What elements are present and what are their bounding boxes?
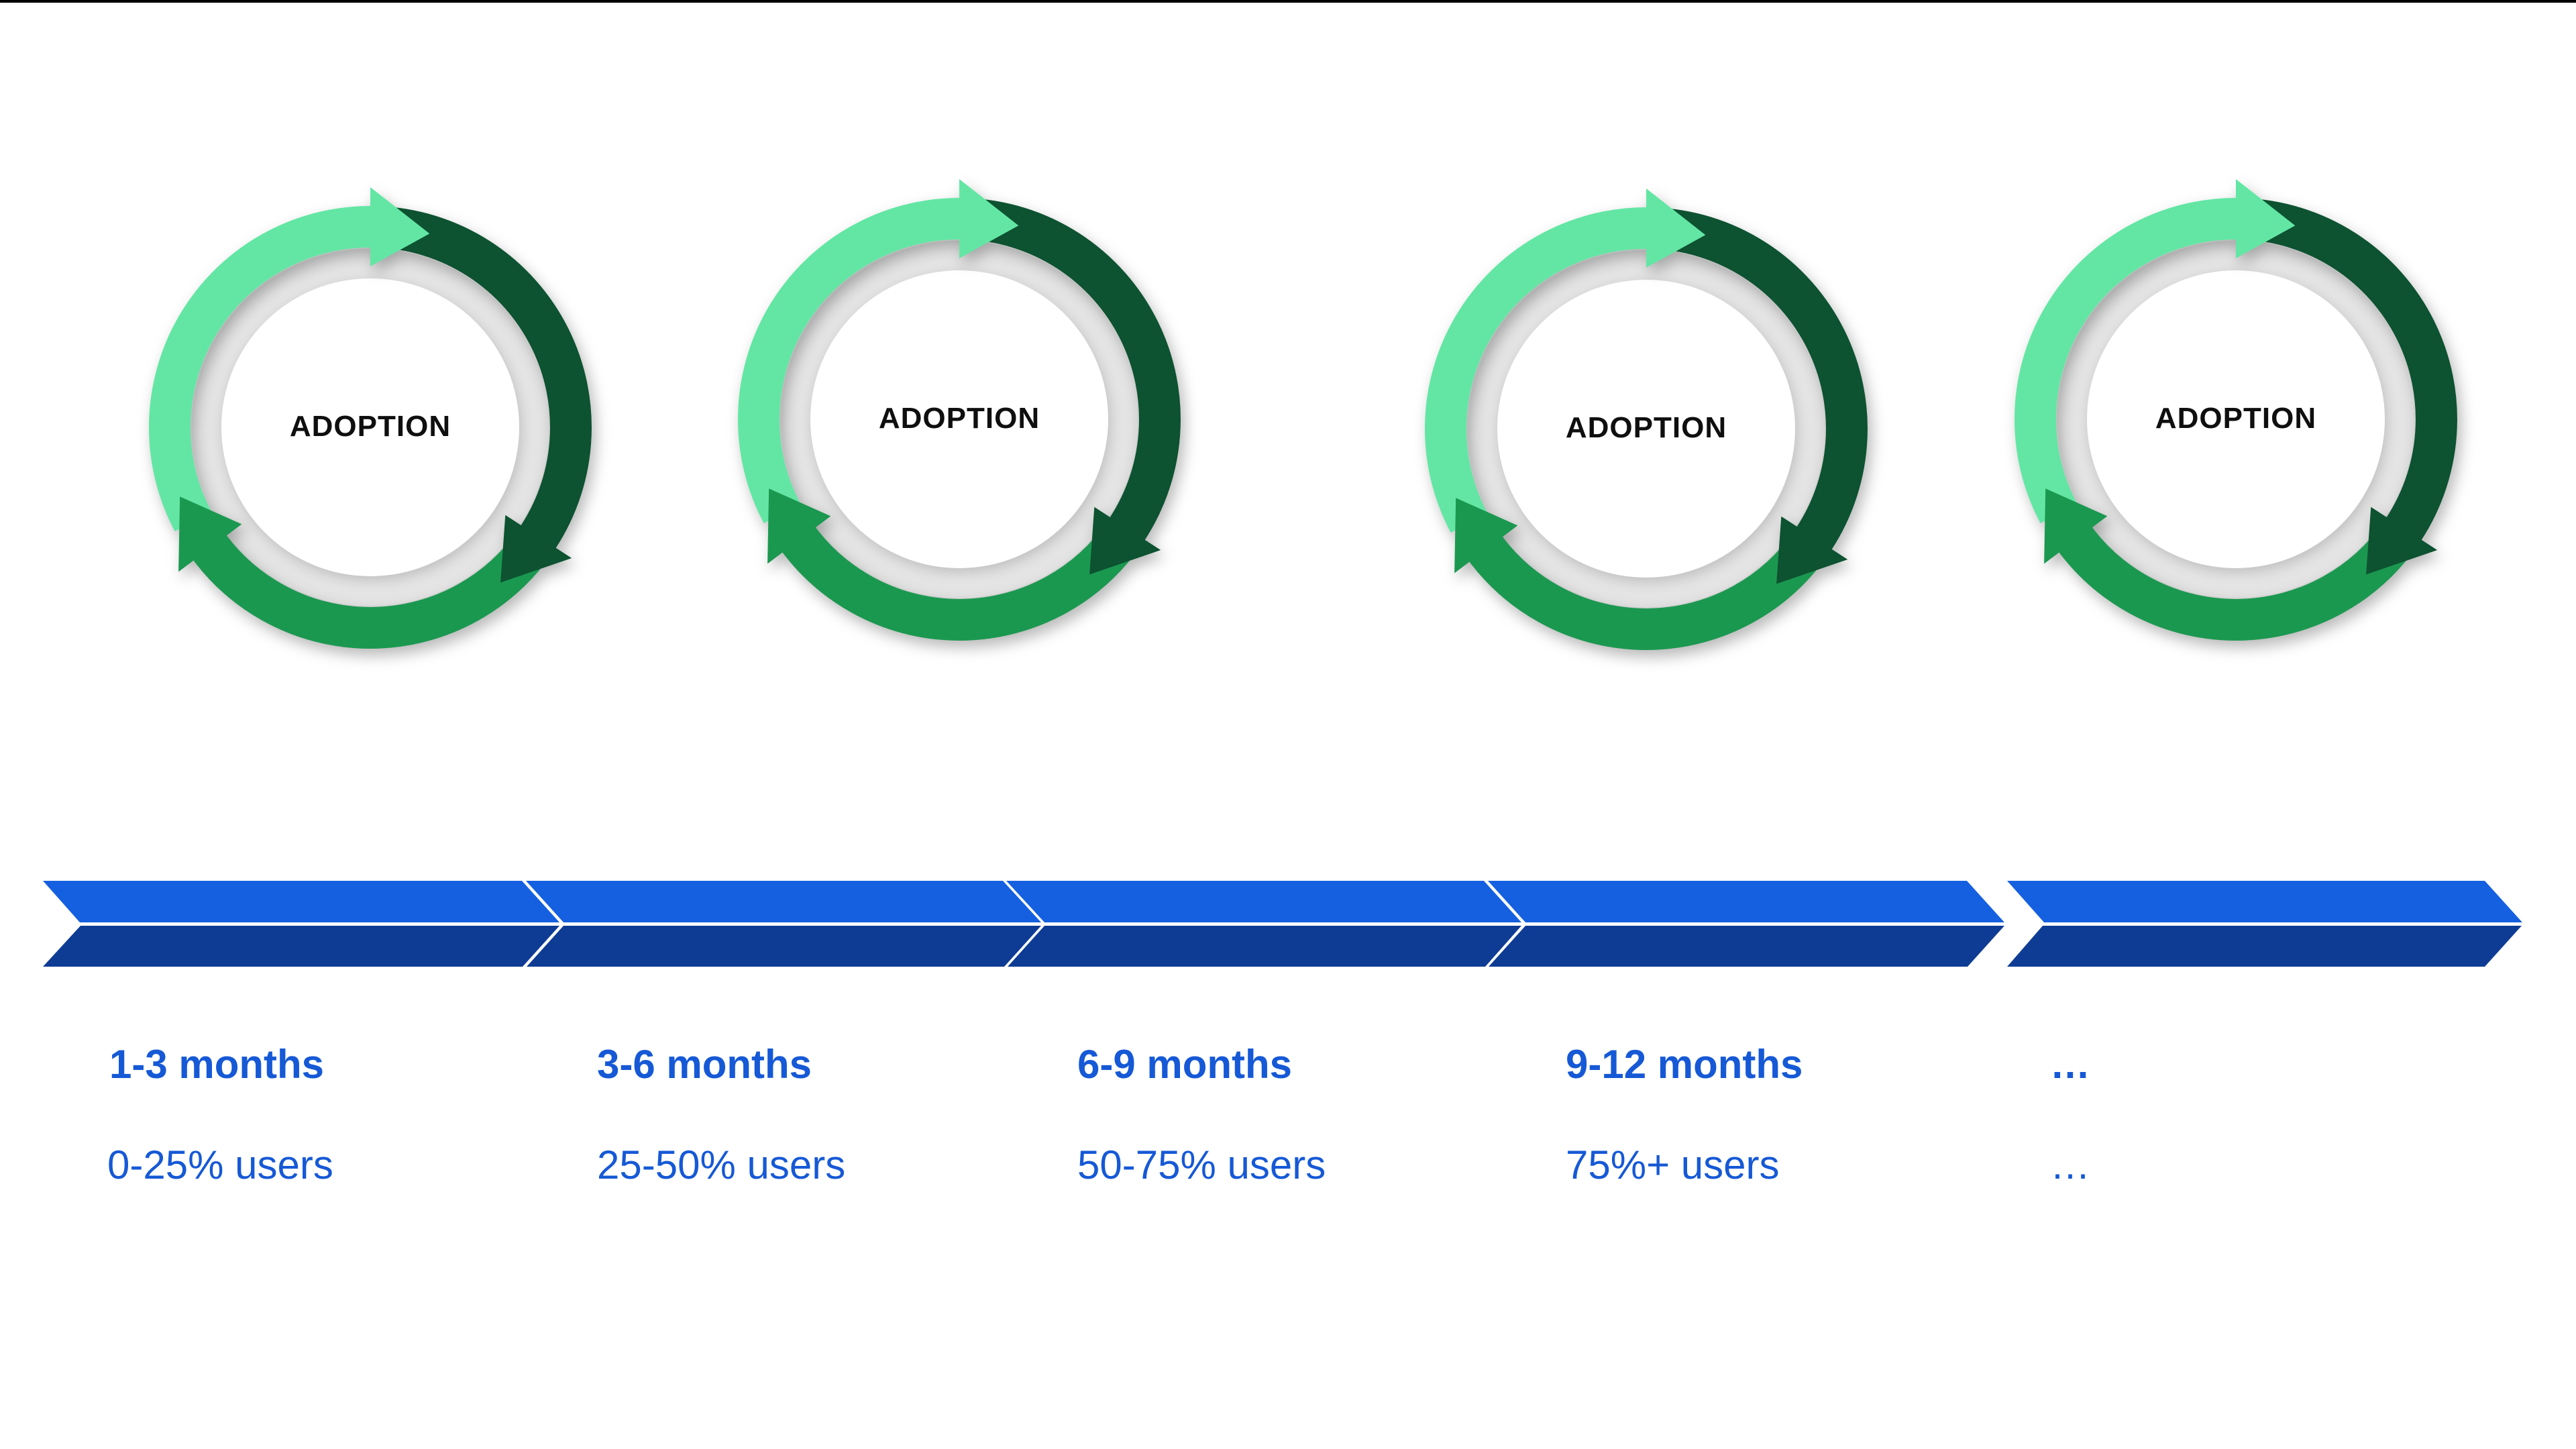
cycle-arc-dark xyxy=(2242,198,2457,547)
timeline-segment-5-top xyxy=(2007,881,2522,922)
timeline-users-4: 75%+ users xyxy=(1566,1142,1780,1187)
arrowhead-medium-icon xyxy=(178,496,242,572)
cycle-white-center xyxy=(221,278,519,576)
cycle-arc-dark xyxy=(965,198,1181,547)
cycle-label: ADOPTION xyxy=(2155,402,2317,435)
timeline-bar xyxy=(43,881,2522,967)
cycle-arrows-icon xyxy=(2015,179,2457,641)
cycle-arc-group xyxy=(149,187,592,649)
timeline-users-3: 50-75% users xyxy=(1077,1142,1326,1187)
cycle-arc-group xyxy=(738,179,1181,641)
timeline-segment-4-top xyxy=(1488,881,2004,922)
cycle-arrows-icon xyxy=(1425,189,1868,650)
timeline-months-1: 1-3 months xyxy=(109,1042,325,1087)
arrowhead-medium-icon xyxy=(2044,488,2108,564)
timeline-segment-1-bottom xyxy=(43,926,559,967)
cycle-label: ADOPTION xyxy=(878,402,1040,435)
arrowhead-dark-icon xyxy=(1089,506,1161,575)
adoption-cycle-4: ADOPTION xyxy=(1988,171,2484,667)
top-border xyxy=(0,0,2576,3)
timeline-segment-2-top xyxy=(526,881,1041,922)
cycle-arc-light xyxy=(738,198,967,523)
cycle-arc-light xyxy=(2015,198,2244,523)
adoption-cycle-2: ADOPTION xyxy=(711,171,1208,667)
cycle-arc-group xyxy=(1425,189,1868,650)
cycle-arc-group xyxy=(2015,179,2457,641)
arrowhead-light-icon xyxy=(959,179,1019,258)
cycle-arc-dark xyxy=(376,206,592,555)
cycle-arrows-icon xyxy=(149,187,592,649)
cycle-arc-light xyxy=(1425,207,1654,533)
arrowhead-light-icon xyxy=(1646,189,1706,268)
cycle-arc-light xyxy=(149,206,378,531)
timeline-users-1: 0-25% users xyxy=(107,1142,333,1187)
arrowhead-dark-icon xyxy=(2366,506,2438,575)
cycle-arrows-icon xyxy=(738,179,1181,641)
arrowhead-dark-icon xyxy=(500,515,572,583)
timeline-users-5: … xyxy=(2050,1142,2090,1187)
arrowhead-dark-icon xyxy=(1776,516,1848,584)
adoption-cycle-3: ADOPTION xyxy=(1398,180,1894,677)
timeline-segment-1-top xyxy=(43,881,559,922)
timeline-segment-4-bottom xyxy=(1489,926,2004,967)
timeline-months-2: 3-6 months xyxy=(597,1042,812,1087)
cycle-arc-medium xyxy=(2054,522,2418,641)
arrowhead-light-icon xyxy=(2236,179,2296,258)
cycle-label: ADOPTION xyxy=(1565,411,1727,444)
cycle-white-center xyxy=(2087,270,2385,568)
cycle-white-center xyxy=(1497,280,1795,578)
timeline-months-3: 6-9 months xyxy=(1077,1042,1293,1087)
arrowhead-medium-icon xyxy=(767,488,831,564)
timeline-segment-3-top xyxy=(1006,881,1521,922)
cycle-arc-medium xyxy=(189,530,552,649)
timeline-months-5: … xyxy=(2050,1042,2090,1087)
timeline-segment-5-bottom xyxy=(2007,926,2522,967)
cycle-arc-medium xyxy=(1464,531,1828,650)
cycle-arc-dark xyxy=(1652,207,1868,556)
cycle-arc-medium xyxy=(777,522,1141,641)
adoption-cycle-1: ADOPTION xyxy=(122,179,619,676)
cycle-white-center xyxy=(810,270,1108,568)
arrowhead-light-icon xyxy=(370,187,430,266)
timeline-users-2: 25-50% users xyxy=(597,1142,846,1187)
timeline-months-4: 9-12 months xyxy=(1566,1042,1803,1087)
cycle-label: ADOPTION xyxy=(289,410,451,443)
timeline-segment-2-bottom xyxy=(527,926,1041,967)
timeline-segment-3-bottom xyxy=(1008,926,1521,967)
arrowhead-medium-icon xyxy=(1454,498,1518,574)
